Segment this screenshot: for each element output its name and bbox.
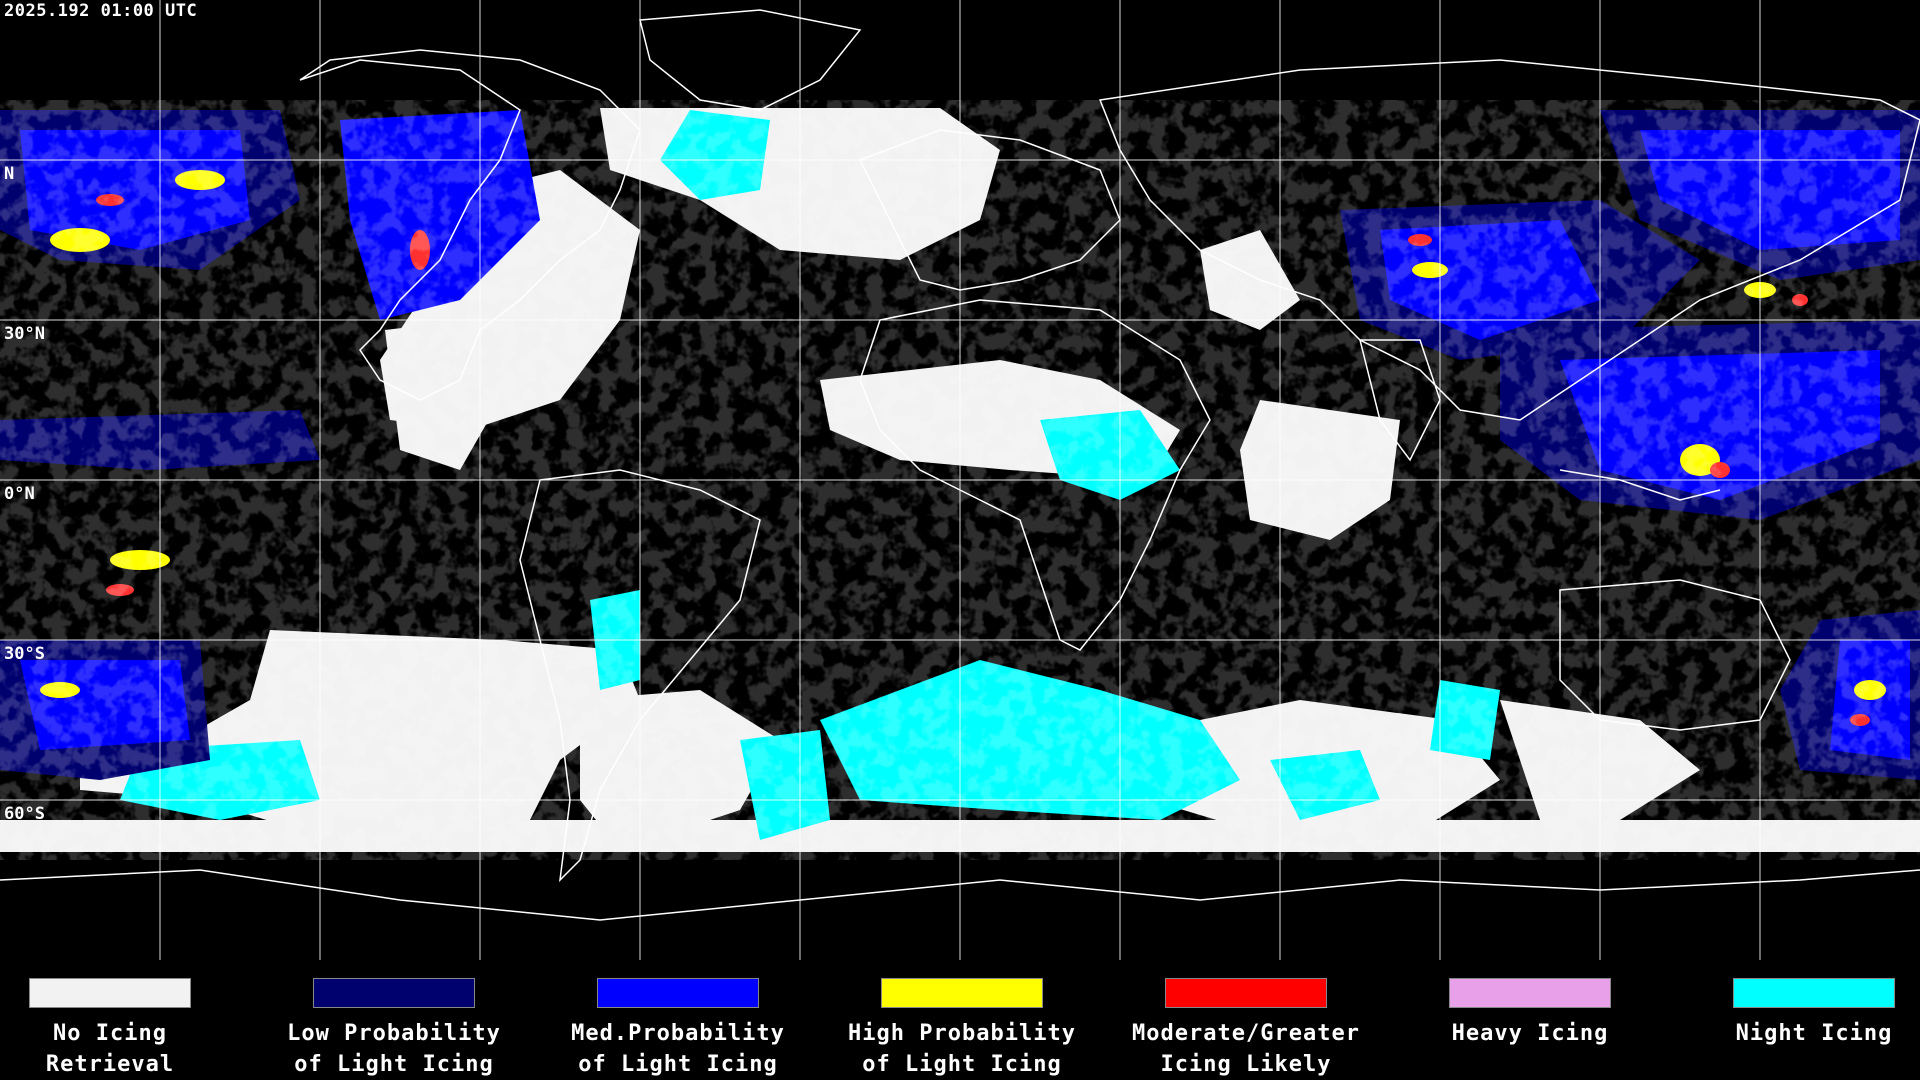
lat-label-30n: 30°N — [4, 324, 45, 344]
lat-lon-grid — [0, 0, 1920, 960]
legend-item-no-icing: No Icing Retrieval — [0, 978, 245, 1080]
lat-label-30s: 30°S — [4, 644, 45, 664]
legend-label-low-probability: Low Probability of Light Icing — [287, 1021, 501, 1077]
legend-swatch-heavy-icing — [1449, 978, 1611, 1008]
lat-label-n: N — [4, 164, 15, 184]
icing-map — [0, 0, 1920, 960]
legend-label-moderate-icing: Moderate/Greater Icing Likely — [1132, 1021, 1360, 1077]
legend-item-high-probability: High Probability of Light Icing — [827, 978, 1097, 1080]
legend-item-night-icing: Night Icing — [1679, 978, 1920, 1049]
legend-swatch-moderate-icing — [1165, 978, 1327, 1008]
legend-swatch-low-probability — [313, 978, 475, 1008]
legend-label-high-probability: High Probability of Light Icing — [848, 1021, 1076, 1077]
lat-label-60s: 60°S — [4, 804, 45, 824]
coastlines — [0, 9, 1920, 921]
legend-item-med-probability: Med.Probability of Light Icing — [543, 978, 813, 1080]
legend: No Icing Retrieval Low Probability of Li… — [0, 960, 1920, 1080]
legend-label-heavy-icing: Heavy Icing — [1451, 1021, 1609, 1046]
legend-swatch-no-icing — [29, 978, 191, 1008]
legend-swatch-night-icing — [1733, 978, 1895, 1008]
legend-swatch-high-probability — [881, 978, 1043, 1008]
legend-swatch-med-probability — [597, 978, 759, 1008]
legend-label-med-probability: Med.Probability of Light Icing — [571, 1021, 785, 1077]
legend-item-heavy-icing: Heavy Icing — [1395, 978, 1665, 1049]
timestamp: 2025.192 01:00 UTC — [4, 1, 198, 21]
lat-label-0n: 0°N — [4, 484, 35, 504]
legend-item-moderate-icing: Moderate/Greater Icing Likely — [1111, 978, 1381, 1080]
legend-label-no-icing: No Icing Retrieval — [45, 1021, 175, 1077]
legend-item-low-probability: Low Probability of Light Icing — [259, 978, 529, 1080]
legend-label-night-icing: Night Icing — [1735, 1021, 1893, 1046]
